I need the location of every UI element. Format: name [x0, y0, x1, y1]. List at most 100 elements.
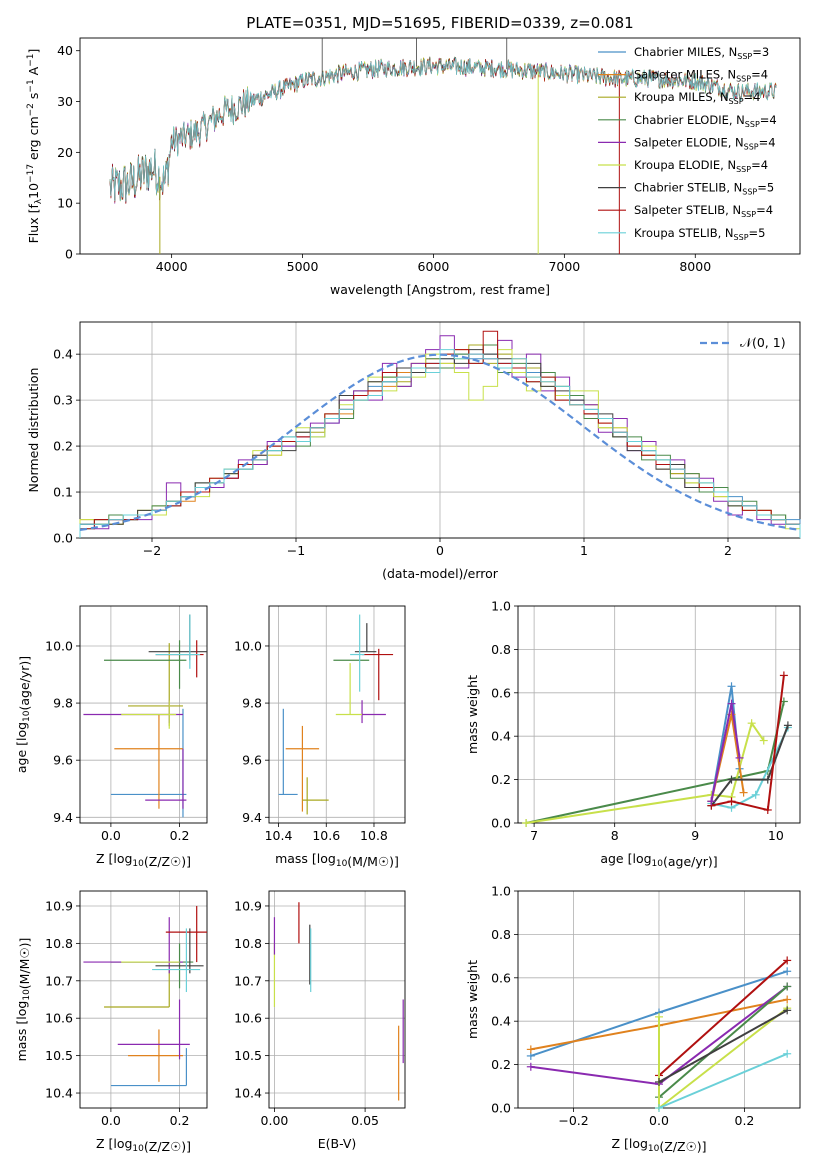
y-tick-label: 1.0	[491, 884, 511, 899]
y-tick-label: 10.5	[234, 1048, 262, 1063]
weight-line-chabrier_elodie	[658, 985, 788, 1098]
x-tick-label: 10.8	[360, 828, 388, 843]
x-tick-label: 7000	[548, 259, 580, 274]
y-tick-label: 0.0	[53, 531, 73, 546]
x-tick-label: −0.2	[558, 1113, 588, 1128]
y-tick-label: 40	[57, 43, 73, 58]
y-axis-label: mass weight	[465, 960, 480, 1039]
x-tick-label: 0.00	[261, 1113, 289, 1128]
y-tick-label: 10.0	[45, 638, 73, 653]
weight_vs_Z-panel: −0.2 0.0 0.2 0.0 0.2 0.4 0.6 0.8 1.0 Z [log10(Z/Z…	[465, 884, 801, 1154]
axes-frame	[79, 605, 208, 824]
axes-frame	[268, 890, 406, 1109]
x-tick-label: 8000	[679, 259, 711, 274]
y-tick-label: 10.0	[234, 638, 262, 653]
y-tick-label: 0.6	[491, 685, 511, 700]
spectrum-panel: 4000 5000 6000 7000 8000 0 10 20 30 40 wavelength …	[26, 37, 801, 297]
x-tick-label: 10.6	[312, 828, 340, 843]
axes-frame	[79, 890, 208, 1109]
x-tick-label: 4000	[156, 259, 188, 274]
y-tick-label: 9.8	[242, 696, 262, 711]
x-tick-label: 8	[611, 828, 619, 843]
weight_vs_age-panel: 7 8 9 10 0.0 0.2 0.4 0.6 0.8 1.0 age [log10(age/yr…	[465, 599, 801, 869]
legend-label: Kroupa STELIB, NSSP=5	[634, 226, 765, 242]
x-tick-label: 6000	[418, 259, 450, 274]
spectrum-lines	[109, 38, 777, 254]
x-tick-label: 5000	[287, 259, 319, 274]
y-tick-label: 0.4	[491, 729, 511, 744]
x-tick-label: 0.2	[170, 1113, 190, 1128]
y-tick-label: 10.5	[45, 1048, 73, 1063]
x-tick-label: 0	[436, 543, 444, 558]
axes-frame	[79, 321, 801, 539]
axes-frame	[268, 605, 406, 824]
y-tick-label: 0.2	[491, 772, 511, 787]
y-tick-label: 30	[57, 94, 73, 109]
y-tick-label: 0	[65, 247, 73, 262]
y-tick-label: 10.7	[45, 973, 73, 988]
x-tick-label: 1	[580, 543, 588, 558]
x-axis-label: E(B-V)	[318, 1136, 357, 1151]
y-tick-label: 10.9	[45, 898, 73, 913]
weight-line-kroupa_stelib	[658, 1052, 788, 1109]
x-axis-label: (data-model)/error	[382, 566, 499, 581]
weight-line-kroupa_stelib	[711, 727, 789, 809]
y-tick-label: 10.6	[234, 1011, 262, 1026]
y-tick-label: 10.9	[234, 898, 262, 913]
mass_vs_Z-panel: 0.0 0.2 10.4 10.5 10.6 10.7 10.8 10.9 Z [log10(Z…	[14, 890, 208, 1154]
axes-frame	[517, 605, 801, 824]
legend-label: Kroupa ELODIE, NSSP=4	[634, 158, 768, 174]
x-tick-label: 10	[768, 828, 784, 843]
weight-line-chabrier_stelib	[710, 725, 789, 807]
y-tick-label: 10.8	[234, 936, 262, 951]
y-tick-label: 20	[57, 145, 73, 160]
y-tick-label: 9.6	[53, 753, 73, 768]
weight-line-salpeter_stelib	[711, 675, 785, 812]
x-tick-label: 0.05	[351, 1113, 379, 1128]
y-axis-label: age [log10(age/yr)]	[14, 656, 32, 773]
y-axis-label: Normed distribution	[26, 368, 41, 493]
weight-line-salpeter_stelib	[658, 959, 788, 1077]
y-tick-label: 9.4	[242, 810, 262, 825]
y-tick-label: 0.2	[491, 1057, 511, 1072]
x-tick-label: 0.0	[101, 828, 121, 843]
y-tick-label: 0.3	[53, 393, 73, 408]
x-axis-label: mass [log10(M/M☉)]	[275, 851, 399, 869]
x-tick-label: 9	[691, 828, 699, 843]
x-tick-label: 0.0	[101, 1113, 121, 1128]
x-tick-label: 0.2	[170, 828, 190, 843]
y-tick-label: 9.4	[53, 810, 73, 825]
x-axis-label: Z [log10(Z/Z☉)]	[96, 851, 191, 869]
y-tick-label: 0.4	[53, 347, 73, 362]
legend-label: Chabrier MILES, NSSP=3	[634, 45, 769, 61]
y-tick-label: 0.4	[491, 1014, 511, 1029]
y-tick-label: 0.8	[491, 927, 511, 942]
y-tick-label: 10.4	[234, 1086, 262, 1101]
legend-label: Chabrier ELODIE, NSSP=4	[634, 113, 777, 129]
y-tick-label: 10.7	[234, 973, 262, 988]
y-tick-label: 0.6	[491, 970, 511, 985]
legend-label: Salpeter MILES, NSSP=4	[634, 68, 768, 84]
y-tick-label: 10.6	[45, 1011, 73, 1026]
y-tick-label: 9.8	[53, 696, 73, 711]
axes-frame	[79, 37, 801, 255]
y-tick-label: 10.8	[45, 936, 73, 951]
x-axis-label: Z [log10(Z/Z☉)]	[611, 1136, 706, 1154]
x-tick-label: 7	[530, 828, 538, 843]
x-tick-label: 0.0	[649, 1113, 669, 1128]
mass_vs_ebv-panel: 0.00 0.05 10.4 10.5 10.6 10.7 10.8 10.9 E(B-V)	[234, 890, 406, 1151]
x-tick-label: 0.2	[735, 1113, 755, 1128]
x-axis-label: age [log10(age/yr)]	[600, 851, 717, 869]
age_vs_mass-panel: 10.4 10.6 10.8 9.4 9.6 9.8 10.0 mass [log10(M/M…	[234, 605, 406, 869]
age_vs_Z-panel: 0.0 0.2 9.4 9.6 9.8 10.0 Z [log10(Z/Z☉)] age [l…	[14, 605, 208, 869]
x-tick-label: 10.4	[265, 828, 293, 843]
y-axis-label: mass [log10(M/M☉)]	[14, 938, 32, 1062]
spectrum-line-kroupa_stelib	[109, 58, 777, 202]
x-axis-label: wavelength [Angstrom, rest frame]	[330, 282, 550, 297]
y-tick-label: 10	[57, 196, 73, 211]
y-tick-label: 1.0	[491, 599, 511, 614]
legend-label: 𝒩(0, 1)	[740, 335, 786, 350]
y-tick-label: 0.0	[491, 1101, 511, 1116]
x-tick-label: −2	[143, 543, 161, 558]
